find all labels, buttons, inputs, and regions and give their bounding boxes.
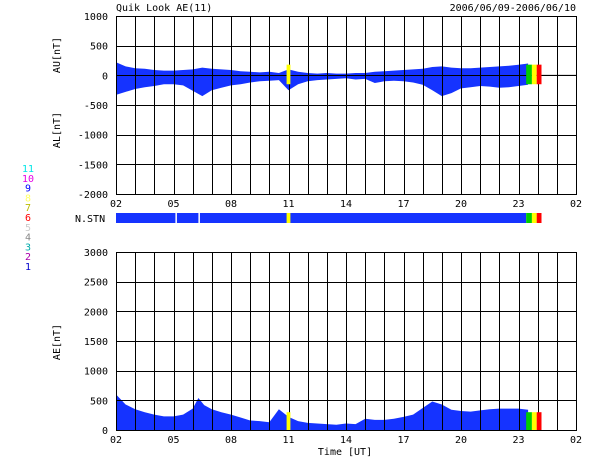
y-tick-label: 1000 <box>84 367 108 378</box>
ae-y-ticks: 3000 2500 2000 1500 1000 500 0 <box>84 248 108 437</box>
x-tick-label: 11 <box>282 199 294 210</box>
station-legend-item: 10 <box>22 174 34 185</box>
x-tick-label: 20 <box>455 435 467 446</box>
station-count-panel: N.STN <box>75 213 542 225</box>
station-legend-item: 9 <box>25 184 31 195</box>
station-legend-item: 11 <box>22 164 34 175</box>
chart-title: Quik Look AE(11) <box>116 3 212 14</box>
x-tick-label: 17 <box>397 199 409 210</box>
station-legend-item: 3 <box>25 242 31 253</box>
au-al-station-markers <box>286 64 542 85</box>
station-legend-item: 2 <box>25 252 31 263</box>
station-bar-segment <box>116 213 527 223</box>
time-axis-label: Time [UT] <box>318 447 372 458</box>
ae-area <box>116 394 529 430</box>
station-marker-strip <box>526 64 532 85</box>
station-legend-item: 8 <box>25 193 31 204</box>
station-bar-segment <box>536 213 542 223</box>
au-al-x-ticks: 02 05 08 11 14 17 20 23 02 <box>110 199 582 210</box>
station-legend-item: 6 <box>25 213 31 224</box>
station-bar-gap <box>175 213 177 223</box>
x-tick-label: 11 <box>282 435 294 446</box>
station-marker-strip <box>531 412 537 430</box>
ae-x-ticks: 02 05 08 11 14 17 20 23 02 <box>110 435 582 446</box>
x-tick-label: 05 <box>167 435 179 446</box>
station-marker-strip <box>286 64 291 85</box>
ae-station-markers <box>286 412 542 430</box>
y-tick-label: 0 <box>102 426 108 437</box>
au-al-grid <box>116 16 576 195</box>
y-tick-label: 2500 <box>84 278 108 289</box>
station-bar-segment <box>526 213 532 223</box>
au-al-panel: 1000 500 0 -500 -1000 -1500 -2000 02 05 08 11 14 17… <box>52 12 582 210</box>
station-legend-item: 5 <box>25 223 31 234</box>
x-tick-label: 02 <box>570 199 582 210</box>
au-al-area <box>116 62 529 97</box>
y-tick-label: 1000 <box>84 12 108 23</box>
x-tick-label: 05 <box>167 199 179 210</box>
x-tick-label: 14 <box>340 199 352 210</box>
y-tick-label: 500 <box>90 396 108 407</box>
ae-axis-label: AE[nT] <box>52 324 63 360</box>
y-tick-label: -1000 <box>78 131 108 142</box>
x-tick-label: 23 <box>512 435 524 446</box>
date-range: 2006/06/09-2006/06/10 <box>450 3 576 14</box>
station-bar-segment <box>286 213 291 223</box>
x-tick-label: 02 <box>110 199 122 210</box>
station-marker-strip <box>526 412 532 430</box>
ae-frame <box>116 252 577 431</box>
y-tick-label: 0 <box>102 71 108 82</box>
x-tick-label: 14 <box>340 435 352 446</box>
station-marker-strip <box>531 64 537 85</box>
station-count-bar <box>116 213 542 223</box>
al-axis-label: AL[nT] <box>52 112 63 148</box>
y-tick-label: 3000 <box>84 248 108 259</box>
station-legend-item: 7 <box>25 203 31 214</box>
station-marker-strip <box>536 64 542 85</box>
ae-grid <box>116 252 576 431</box>
x-tick-label: 08 <box>225 199 237 210</box>
x-tick-label: 02 <box>110 435 122 446</box>
station-bar-title: N.STN <box>75 214 105 225</box>
x-tick-label: 17 <box>397 435 409 446</box>
ae-panel: 3000 2500 2000 1500 1000 500 0 02 05 08 11 14 17 20 2… <box>52 248 582 458</box>
y-tick-label: -1500 <box>78 160 108 171</box>
x-tick-label: 20 <box>455 199 467 210</box>
au-al-frame <box>116 16 577 195</box>
station-bar-gap <box>198 213 200 223</box>
y-tick-label: 2000 <box>84 307 108 318</box>
x-tick-label: 02 <box>570 435 582 446</box>
station-marker-strip <box>286 412 291 430</box>
y-tick-label: -500 <box>84 101 108 112</box>
station-legend-item: 1 <box>25 262 31 273</box>
au-axis-label: AU[nT] <box>52 37 63 73</box>
station-marker-strip <box>536 412 542 430</box>
au-al-y-ticks: 1000 500 0 -500 -1000 -1500 -2000 <box>78 12 108 201</box>
y-tick-label: 500 <box>90 42 108 53</box>
x-tick-label: 23 <box>512 199 524 210</box>
y-tick-label: -2000 <box>78 190 108 201</box>
x-tick-label: 08 <box>225 435 237 446</box>
station-legend-item: 4 <box>25 233 31 244</box>
y-tick-label: 1500 <box>84 337 108 348</box>
station-bar-segment <box>531 213 537 223</box>
